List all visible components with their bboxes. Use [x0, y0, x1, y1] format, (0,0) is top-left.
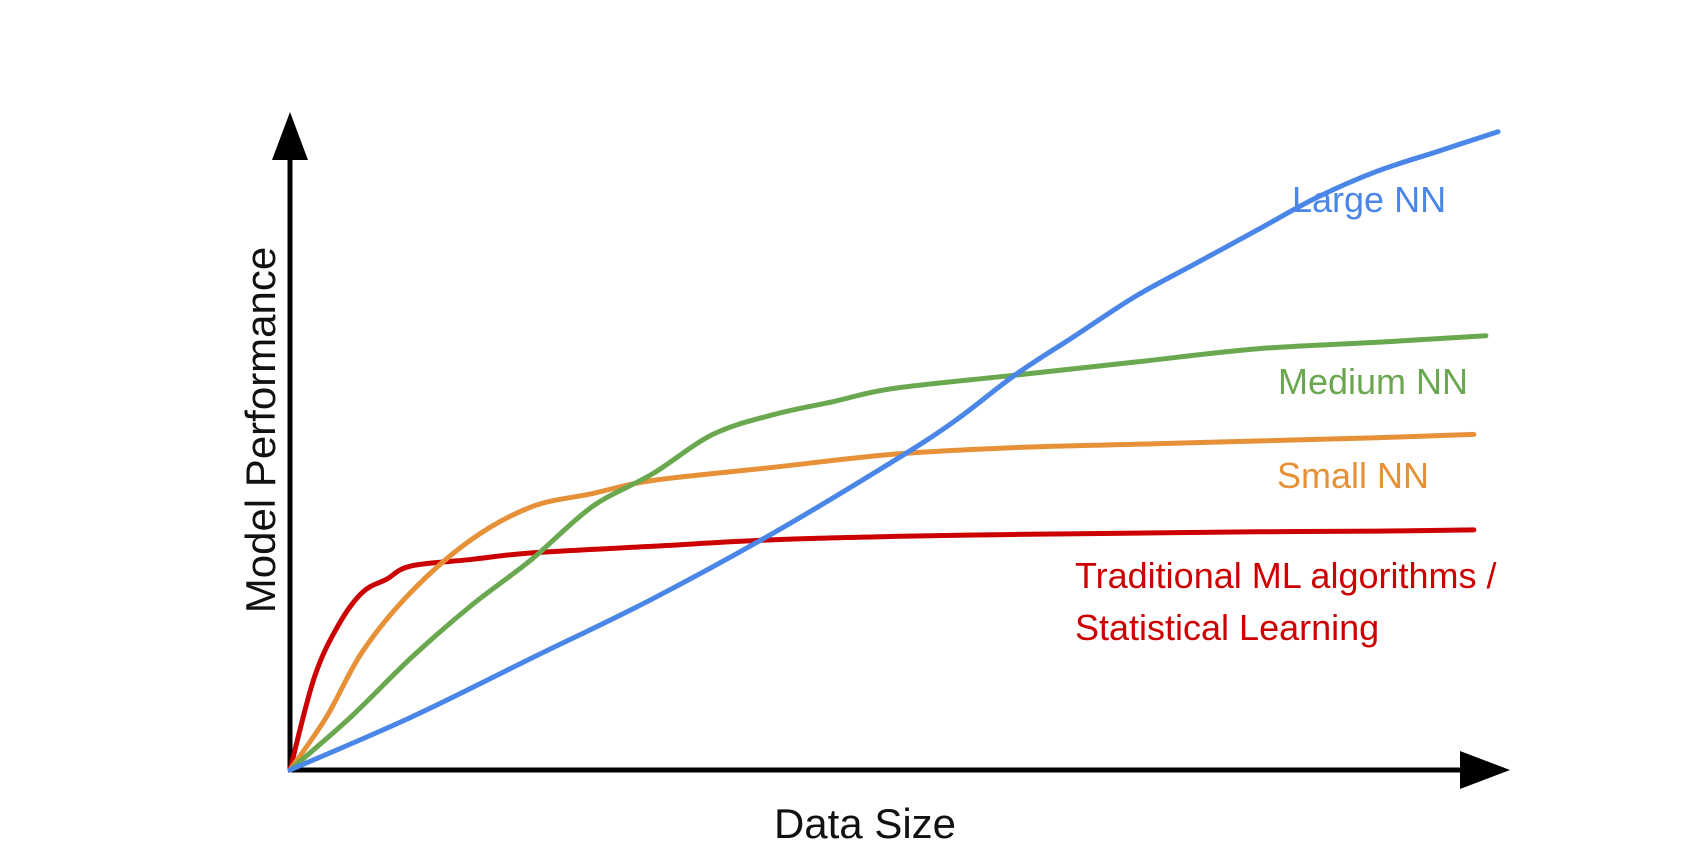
- series-label-line: Small NN: [1277, 455, 1429, 496]
- series-label-small-nn: Small NN: [1277, 455, 1429, 496]
- series-labels-group: Large NN Medium NN Small NN Traditional ML …: [1075, 179, 1497, 648]
- series-label-line: Statistical Learning: [1075, 607, 1379, 648]
- x-axis-title: Data Size: [774, 800, 956, 847]
- series-label-medium-nn: Medium NN: [1278, 361, 1468, 402]
- y-axis-title: Model Performance: [237, 247, 284, 614]
- series-label-line: Large NN: [1292, 179, 1446, 220]
- series-label-large-nn: Large NN: [1292, 179, 1446, 220]
- series-line-large-nn: [287, 129, 1501, 773]
- series-line-small-nn: [287, 431, 1477, 773]
- y-axis-arrow: [272, 112, 308, 160]
- series-label-line: Medium NN: [1278, 361, 1468, 402]
- axes-group: Data Size Model Performance: [237, 112, 1510, 847]
- series-line-medium-nn: [287, 333, 1489, 773]
- series-line-traditional-ml-algorithms-statistical-learning: [287, 527, 1477, 773]
- series-lines-group: [287, 129, 1501, 773]
- series-label-traditional-ml-algorithms-statistical-learning: Traditional ML algorithms / Statistical L…: [1075, 555, 1497, 648]
- x-axis-arrow: [1460, 751, 1510, 789]
- series-label-line: Traditional ML algorithms /: [1075, 555, 1497, 596]
